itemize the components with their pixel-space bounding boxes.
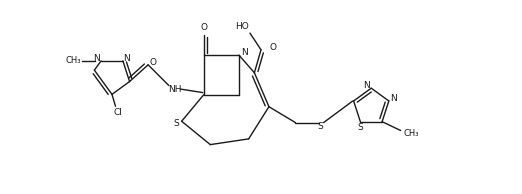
Text: HO: HO: [235, 22, 250, 31]
Text: N: N: [363, 81, 370, 90]
Text: S: S: [358, 123, 363, 132]
Text: N: N: [241, 48, 247, 57]
Text: Cl: Cl: [113, 108, 122, 117]
Text: N: N: [390, 94, 397, 103]
Text: O: O: [270, 43, 277, 52]
Text: O: O: [150, 58, 157, 67]
Text: CH₃: CH₃: [403, 129, 419, 138]
Text: N: N: [123, 54, 130, 63]
Text: N: N: [93, 54, 100, 63]
Text: CH₃: CH₃: [66, 56, 81, 65]
Text: O: O: [200, 23, 207, 32]
Text: S: S: [317, 122, 323, 132]
Text: S: S: [173, 119, 179, 128]
Text: NH: NH: [168, 85, 182, 94]
